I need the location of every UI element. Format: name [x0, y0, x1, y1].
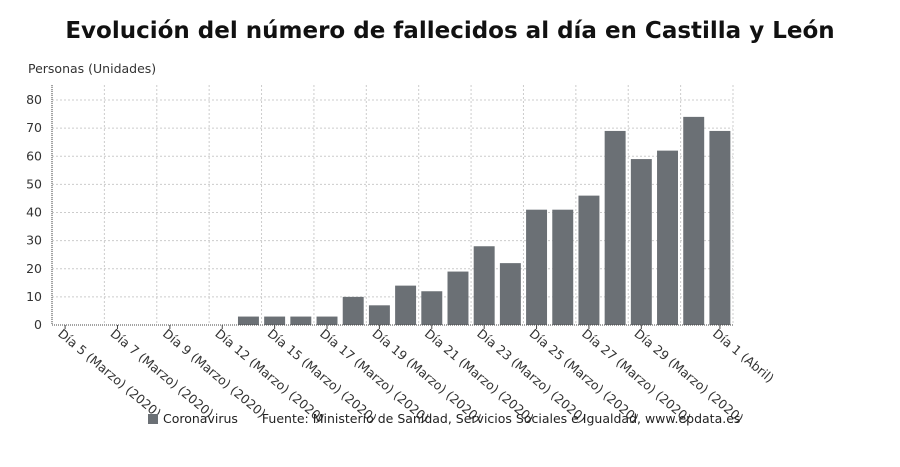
bar — [237, 316, 259, 325]
legend-series-label: Coronavirus — [163, 411, 238, 426]
chart-title: Evolución del número de fallecidos al dí… — [65, 18, 835, 44]
y-tick-label: 30 — [26, 233, 42, 248]
y-tick-label: 70 — [26, 120, 42, 135]
bar — [473, 246, 495, 325]
y-tick-label: 60 — [26, 148, 42, 163]
bar — [264, 316, 286, 325]
x-tick-label: Día 1 (Abril) — [710, 326, 777, 386]
source-note: Fuente: Ministerio de Sanidad, Servicios… — [261, 411, 741, 426]
legend: Coronavirus Fuente: Ministerio de Sanida… — [148, 411, 740, 426]
y-tick-label: 40 — [26, 205, 42, 220]
bar — [709, 130, 731, 325]
legend-swatch — [148, 413, 158, 424]
y-tick-label: 10 — [26, 289, 42, 304]
bar — [604, 130, 626, 325]
y-axis-label: Personas (Unidades) — [28, 61, 157, 76]
y-tick-label: 20 — [26, 261, 42, 276]
bar — [526, 209, 548, 325]
bar — [395, 285, 417, 325]
bar — [630, 159, 652, 325]
bar — [657, 150, 678, 325]
bar — [552, 209, 574, 325]
bar — [499, 263, 521, 325]
bar — [316, 316, 338, 325]
bar — [342, 296, 364, 325]
y-tick-label: 0 — [34, 317, 42, 332]
bar — [290, 316, 312, 325]
y-tick-label: 80 — [26, 92, 42, 107]
bar — [683, 116, 705, 325]
x-tick-label: Día 5 (Marzo) (2020) — [55, 326, 164, 421]
bar — [421, 291, 443, 325]
y-tick-label: 50 — [26, 176, 42, 191]
bar — [578, 195, 600, 325]
bar — [368, 305, 390, 325]
bar — [447, 271, 469, 325]
